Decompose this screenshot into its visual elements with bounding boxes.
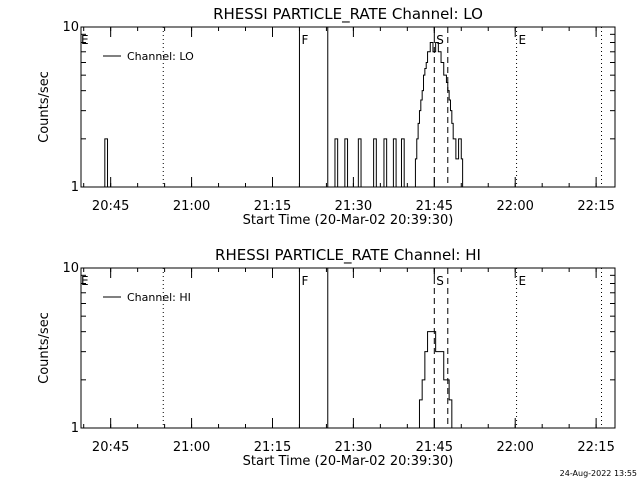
- x-axis-label: Start Time (20-Mar-02 20:39:30): [243, 454, 454, 469]
- x-tick-label: 20:45: [92, 440, 129, 455]
- x-tick-label: 22:00: [496, 199, 533, 214]
- x-tick-label: 20:45: [92, 199, 129, 214]
- annotation-marker: E: [519, 274, 527, 288]
- annotation-marker: S: [436, 274, 444, 288]
- x-tick-label: 22:00: [496, 440, 533, 455]
- x-tick-label: 22:15: [577, 440, 614, 455]
- y-tick-label: 10: [62, 261, 79, 276]
- annotation-marker: E: [81, 33, 89, 47]
- x-axis-label: Start Time (20-Mar-02 20:39:30): [243, 213, 454, 228]
- x-tick-label: 21:00: [173, 440, 210, 455]
- annotation-marker: E: [81, 274, 89, 288]
- series-line-0: [81, 42, 615, 188]
- annotation-marker: E: [519, 33, 527, 47]
- x-tick-label: 21:45: [416, 440, 453, 455]
- y-tick-label: 10: [62, 20, 79, 35]
- chart-title: RHESSI PARTICLE_RATE Channel: LO: [213, 5, 483, 24]
- annotation-marker: F: [301, 33, 308, 47]
- y-tick-label: 1: [71, 180, 79, 195]
- chart-title: RHESSI PARTICLE_RATE Channel: HI: [215, 246, 481, 265]
- legend-label: Channel: HI: [127, 291, 191, 304]
- x-tick-label: 21:30: [335, 440, 372, 455]
- x-tick-label: 21:15: [254, 199, 291, 214]
- footer-timestamp: 24-Aug-2022 13:55: [560, 469, 637, 478]
- y-axis-label: Counts/sec: [37, 71, 52, 143]
- legend-label: Channel: LO: [127, 50, 194, 63]
- x-tick-label: 21:15: [254, 440, 291, 455]
- x-tick-label: 21:00: [173, 199, 210, 214]
- y-axis-label: Counts/sec: [37, 312, 52, 384]
- x-tick-label: 21:30: [335, 199, 372, 214]
- annotation-marker: S: [436, 33, 444, 47]
- x-tick-label: 21:45: [416, 199, 453, 214]
- annotation-marker: F: [301, 274, 308, 288]
- x-tick-label: 22:15: [577, 199, 614, 214]
- series-line-0: [81, 331, 615, 429]
- y-tick-label: 1: [71, 421, 79, 436]
